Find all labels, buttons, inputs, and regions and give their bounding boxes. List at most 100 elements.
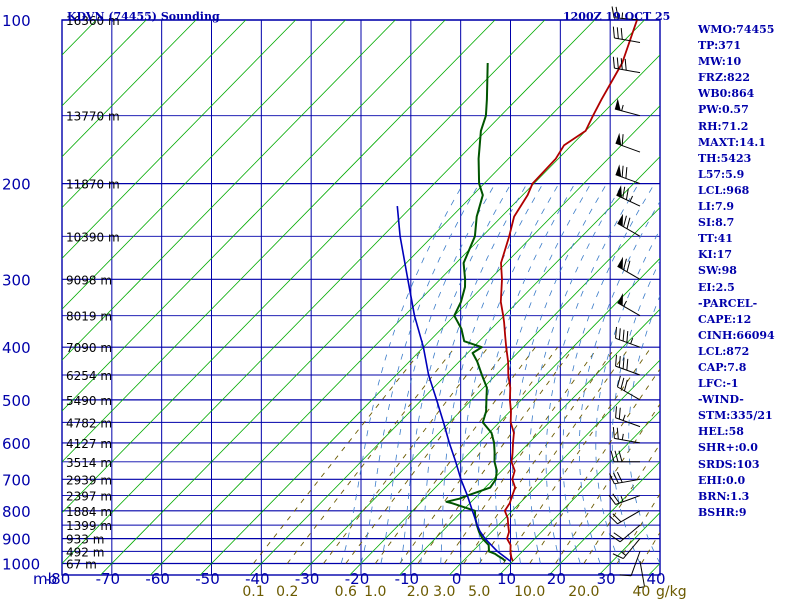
- mixing-ratio-label: 0.2: [276, 584, 298, 600]
- wind-barb: [615, 406, 641, 428]
- temperature-tick-label: -30: [295, 570, 320, 588]
- isotherm-line: [548, 461, 660, 575]
- moist-adiabat-line: [440, 183, 544, 564]
- index-item: WMO:74455: [698, 23, 775, 36]
- index-item: WB0:864: [698, 87, 755, 101]
- wind-barb-pennant: [615, 132, 622, 146]
- height-label: 10390 m: [66, 230, 120, 244]
- isotherm-line: [62, 20, 247, 209]
- wind-barb-flag: [611, 6, 615, 18]
- mixing-ratio-line: [529, 368, 660, 564]
- temperature-tick-label: 20: [547, 570, 566, 588]
- wind-barb-flag: [626, 331, 629, 343]
- temperature-tick-label: -40: [245, 570, 270, 588]
- index-item: TP:371: [698, 39, 742, 53]
- wind-barb-flag: [616, 427, 619, 440]
- wind-barb-flag: [622, 186, 626, 199]
- height-label: 7090 m: [66, 341, 112, 355]
- wind-barb: [610, 450, 640, 463]
- wind-barb-flag: [608, 494, 616, 505]
- index-item: HEL:58: [698, 425, 744, 439]
- wind-barb-flag: [616, 27, 619, 39]
- index-item: CAP:7.8: [698, 360, 747, 374]
- wind-barb-flag: [619, 574, 632, 577]
- wind-barb-flag: [621, 165, 624, 178]
- pressure-tick-label: 200: [2, 176, 31, 194]
- index-item: MW:10: [698, 55, 742, 69]
- height-label: 6254 m: [66, 369, 112, 383]
- wind-barb-half-flag: [621, 104, 624, 111]
- wind-barb-staff: [622, 538, 641, 559]
- wind-barb-staff: [615, 495, 641, 505]
- wind-barb-staff: [615, 174, 641, 185]
- height-label: 933 m: [66, 533, 104, 547]
- wind-barb: [617, 213, 641, 237]
- isotherm-line: [62, 20, 396, 361]
- index-item: SW:98: [698, 264, 737, 278]
- height-label: 5490 m: [66, 394, 112, 408]
- pressure-tick-label: 900: [2, 531, 31, 549]
- plot-frame: [61, 19, 661, 576]
- mixing-ratio-line: [253, 346, 425, 564]
- mixing-ratio-label: 20.0: [568, 584, 599, 600]
- wind-barb-flag: [612, 426, 615, 439]
- mixing-ratio-unit-label: g/kg: [656, 584, 687, 600]
- moist-adiabat-line: [578, 200, 660, 564]
- index-item: RH:71.2: [698, 119, 749, 133]
- temperature-tick-label: 0: [452, 570, 462, 588]
- wind-barb: [619, 551, 641, 577]
- wind-barb-flag: [624, 58, 627, 71]
- wind-barb-staff: [617, 222, 641, 237]
- temperature-tick-label: -80: [46, 570, 71, 588]
- wind-barb-flag: [625, 167, 628, 179]
- moist-adiabat-line: [380, 183, 496, 564]
- wind-barb-flag: [612, 26, 615, 39]
- wind-barb: [617, 256, 641, 280]
- height-label: 67 m: [66, 557, 97, 571]
- isotherm-line: [62, 20, 197, 158]
- wind-barb-staff: [617, 265, 641, 280]
- wind-barb-flag: [622, 329, 625, 342]
- temperature-tick-label: 40: [646, 570, 665, 588]
- wind-barb-flag: [615, 326, 618, 339]
- isotherm-line: [249, 156, 660, 575]
- wind-barb-flag: [613, 532, 624, 540]
- wind-barb-staff: [615, 365, 641, 376]
- mixing-ratio-line: [463, 346, 616, 564]
- mixing-ratio-label: 0.1: [242, 584, 264, 600]
- wind-barb-staff: [614, 478, 641, 485]
- wind-barb-pennant: [615, 164, 622, 177]
- wind-barb-flag: [612, 513, 622, 523]
- wind-barb-pennant: [617, 293, 623, 306]
- wind-barb-staff: [614, 37, 641, 43]
- wind-barb: [612, 426, 641, 444]
- index-item: FRZ:822: [698, 71, 751, 85]
- wind-barb-flag: [620, 27, 623, 40]
- index-item: CINH:66094: [698, 328, 775, 342]
- index-item: SI:8.7: [698, 216, 735, 230]
- index-item: L57:5.9: [698, 167, 745, 181]
- wind-barb-pennant: [617, 213, 623, 227]
- temperature-tick-label: -20: [345, 570, 370, 588]
- mixing-ratio-label: 5.0: [468, 584, 490, 600]
- wind-barb-flag: [609, 473, 615, 485]
- height-label: 2397 m: [66, 490, 112, 504]
- height-label: 492 m: [66, 545, 104, 559]
- mixing-ratio-label: 0.6: [335, 584, 357, 600]
- mixing-ratio-line: [443, 346, 599, 564]
- pressure-tick-label: 300: [2, 271, 31, 289]
- index-item: LCL:872: [698, 344, 750, 358]
- wind-barb-staff: [630, 551, 641, 576]
- index-item: PW:0.57: [698, 103, 749, 117]
- isotherm-line: [449, 359, 660, 575]
- index-item: LI:7.9: [698, 200, 735, 214]
- wind-barb: [616, 185, 641, 207]
- mixing-ratio-line: [502, 346, 652, 564]
- wind-barb-flag: [623, 258, 627, 270]
- wind-barb-flag: [615, 6, 619, 19]
- mixing-ratio-lines: [253, 346, 660, 564]
- index-item: SHR+:0.0: [698, 441, 758, 455]
- height-label: 1884 m: [66, 505, 112, 519]
- moist-adiabat-line: [400, 183, 512, 564]
